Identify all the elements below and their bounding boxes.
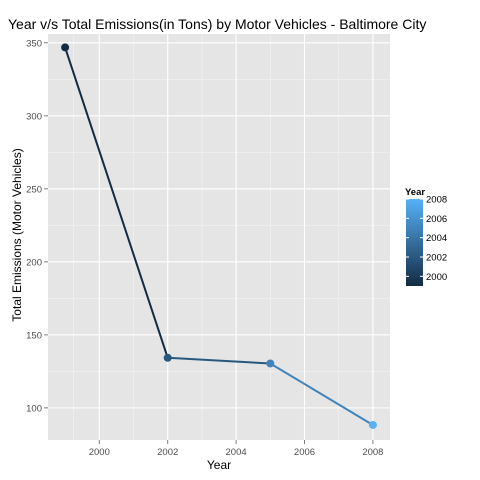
y-tick-label: 200 bbox=[26, 257, 42, 268]
y-tick-label: 100 bbox=[26, 403, 42, 414]
y-tick-label: 300 bbox=[26, 111, 42, 122]
legend-tick-label: 2002 bbox=[426, 253, 447, 264]
plot-panel bbox=[48, 34, 390, 440]
chart-title: Year v/s Total Emissions(in Tons) by Mot… bbox=[8, 16, 426, 32]
grid-lines bbox=[48, 34, 390, 440]
series-line-segment bbox=[166, 356, 272, 365]
x-axis-title: Year bbox=[207, 458, 231, 472]
x-tick-label: 2000 bbox=[89, 447, 110, 458]
x-tick-label: 2006 bbox=[294, 447, 315, 458]
legend-tick-label: 2000 bbox=[426, 272, 447, 283]
data-point bbox=[163, 353, 172, 362]
x-tick-label: 2004 bbox=[226, 447, 247, 458]
y-axis-ticks: 100 150 200 250 300 350 bbox=[26, 38, 48, 414]
legend-title: Year bbox=[405, 187, 425, 198]
y-tick-label: 150 bbox=[26, 330, 42, 341]
data-point bbox=[266, 359, 275, 368]
y-axis-title: Total Emissions (Motor Vehicles) bbox=[10, 148, 24, 321]
legend-colorbar bbox=[406, 199, 423, 286]
data-point bbox=[61, 43, 70, 52]
legend-tick-label: 2006 bbox=[426, 214, 447, 225]
y-tick-label: 350 bbox=[26, 38, 42, 49]
y-tick-label: 250 bbox=[26, 184, 42, 195]
legend-tick-label: 2004 bbox=[426, 233, 447, 244]
x-tick-label: 2002 bbox=[157, 447, 178, 458]
x-tick-label: 2008 bbox=[362, 447, 383, 458]
series-line-segment bbox=[64, 46, 169, 359]
data-point bbox=[368, 420, 377, 429]
color-legend: Year 2008 2006 2004 2002 2000 bbox=[405, 187, 447, 286]
x-axis-ticks: 2000 2002 2004 2006 2008 bbox=[89, 440, 383, 458]
data-series bbox=[61, 43, 377, 429]
series-line-segment bbox=[269, 362, 374, 426]
legend-tick-label: 2008 bbox=[426, 195, 447, 206]
legend-ticks: 2008 2006 2004 2002 2000 bbox=[406, 195, 447, 283]
